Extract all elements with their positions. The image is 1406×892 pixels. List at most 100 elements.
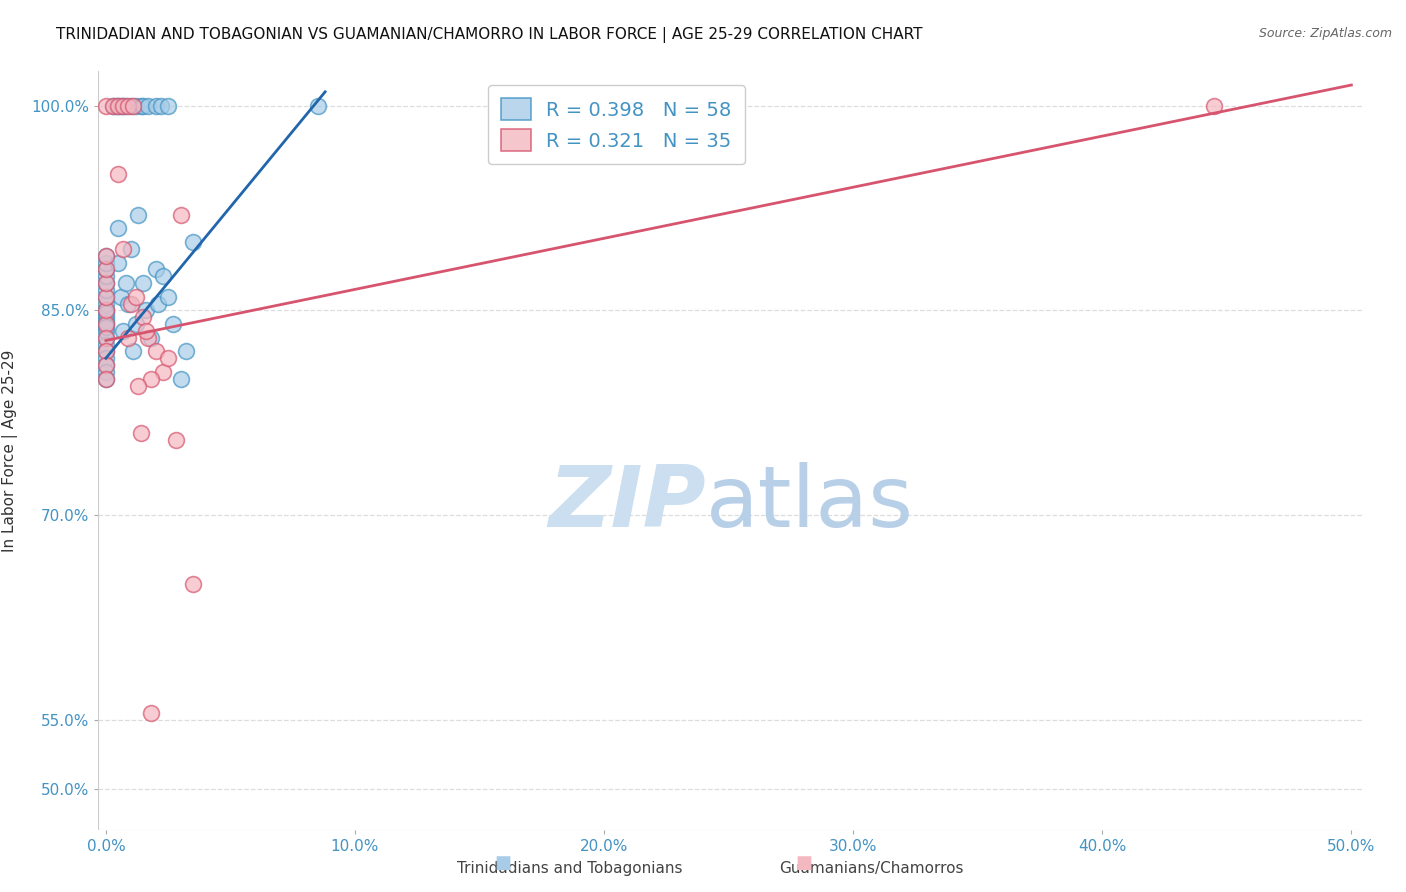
Point: [94, 331, 117, 345]
Point: [94, 306, 117, 320]
Legend: R = 0.398   N = 58, R = 0.321   N = 35: R = 0.398 N = 58, R = 0.321 N = 35: [488, 85, 745, 164]
Point: [107, 167, 129, 181]
Point: [94, 365, 117, 379]
Point: [94, 249, 117, 263]
Point: [104, 98, 127, 112]
Point: [1204, 98, 1226, 112]
Point: [127, 208, 149, 222]
Point: [169, 208, 191, 222]
Point: [122, 98, 145, 112]
Point: [94, 317, 117, 331]
Point: [94, 314, 117, 328]
Point: [165, 434, 187, 448]
Point: [132, 310, 155, 325]
Point: [117, 331, 139, 345]
Point: [94, 249, 117, 263]
Point: [174, 344, 197, 359]
Point: [94, 98, 117, 112]
Point: [136, 331, 159, 345]
Point: [114, 98, 136, 112]
Point: [117, 98, 139, 112]
Point: [94, 344, 117, 359]
Point: [120, 98, 142, 112]
Point: [129, 98, 152, 112]
Point: [110, 290, 132, 304]
Point: [94, 337, 117, 351]
Point: [120, 296, 142, 310]
Point: [94, 276, 117, 290]
Point: [112, 242, 135, 256]
Point: [129, 426, 152, 441]
Point: [181, 576, 204, 591]
Point: [139, 706, 162, 721]
Point: [94, 290, 117, 304]
Point: [148, 296, 170, 310]
Point: [94, 276, 117, 290]
Point: [94, 303, 117, 318]
Text: ZIP: ZIP: [548, 462, 706, 545]
Point: [112, 324, 135, 338]
Point: [94, 296, 117, 310]
Point: [307, 98, 329, 112]
Point: [127, 378, 149, 392]
Point: [94, 303, 117, 318]
Text: Trinidadians and Tobagonians: Trinidadians and Tobagonians: [457, 861, 682, 876]
Point: [169, 372, 191, 386]
Point: [117, 296, 139, 310]
Point: [135, 303, 157, 318]
Point: [94, 331, 117, 345]
Point: [94, 358, 117, 372]
Point: [107, 255, 129, 269]
Point: [136, 98, 159, 112]
Point: [114, 276, 136, 290]
Point: [157, 351, 180, 366]
Point: [145, 262, 167, 277]
Point: [103, 98, 125, 112]
Point: [94, 351, 117, 366]
Point: [94, 372, 117, 386]
Text: TRINIDADIAN AND TOBAGONIAN VS GUAMANIAN/CHAMORRO IN LABOR FORCE | AGE 25-29 CORR: TRINIDADIAN AND TOBAGONIAN VS GUAMANIAN/…: [56, 27, 922, 43]
Point: [120, 242, 142, 256]
Point: [139, 372, 162, 386]
Point: [125, 98, 148, 112]
Text: Guamanians/Chamorros: Guamanians/Chamorros: [779, 861, 965, 876]
Point: [125, 317, 148, 331]
Point: [132, 98, 155, 112]
Point: [107, 98, 129, 112]
Point: [122, 344, 145, 359]
Point: [132, 276, 155, 290]
Point: [152, 269, 174, 284]
Point: [94, 372, 117, 386]
Text: atlas: atlas: [706, 462, 914, 545]
Point: [162, 317, 184, 331]
Point: [112, 98, 135, 112]
Point: [94, 262, 117, 277]
Point: [94, 319, 117, 334]
Point: [94, 324, 117, 338]
Point: [135, 324, 157, 338]
Point: [181, 235, 204, 249]
Point: [94, 255, 117, 269]
Point: [94, 310, 117, 325]
Point: [157, 290, 180, 304]
Point: [145, 344, 167, 359]
Point: [157, 98, 180, 112]
Text: ■: ■: [495, 855, 512, 872]
Point: [94, 262, 117, 277]
Point: [94, 269, 117, 284]
Point: [112, 98, 135, 112]
Y-axis label: In Labor Force | Age 25-29: In Labor Force | Age 25-29: [1, 350, 17, 551]
Point: [149, 98, 172, 112]
Point: [94, 358, 117, 372]
Point: [107, 98, 129, 112]
Point: [94, 283, 117, 297]
Point: [103, 98, 125, 112]
Point: [139, 331, 162, 345]
Point: [94, 317, 117, 331]
Point: [110, 98, 132, 112]
Point: [152, 365, 174, 379]
Point: [107, 221, 129, 235]
Point: [125, 290, 148, 304]
Point: [94, 344, 117, 359]
Point: [94, 290, 117, 304]
